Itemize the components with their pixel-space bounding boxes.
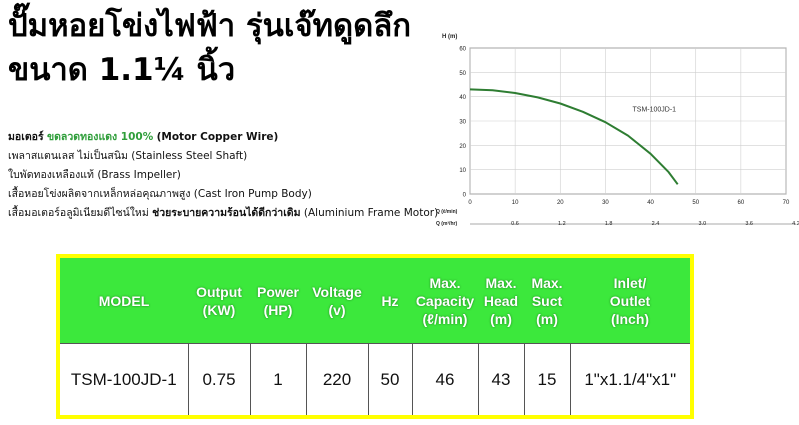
feature-item-impeller: ใบพัดทองเหลืองแท้ (Brass Impeller) [8, 166, 438, 185]
y-tick-label: 0 [463, 193, 467, 199]
feature-item-frame: เสื้อมอเตอร์อลูมิเนียมดีไซน์ใหม่ ช่วยระบ… [8, 204, 438, 223]
header-suction: Max. Suct (m) [524, 258, 570, 344]
product-title-line2: ขนาด 1.1¼ นิ้ว [8, 52, 236, 88]
y-tick-label: 20 [459, 144, 466, 150]
cell-output: 0.75 [187, 343, 250, 415]
feature-impeller-en: (Brass Impeller) [97, 169, 181, 181]
feature-motor-label: มอเตอร์ [8, 131, 44, 143]
spec-table-frame: MODEL Output (KW) Power (HP) Voltage (v) Hz… [56, 254, 694, 419]
cell-hz: 50 [367, 343, 412, 415]
feature-frame-bold: ช่วยระบายความร้อนได้ดีกว่าเดิม [152, 207, 301, 219]
feature-shaft-th: เพลาสแตนเลส ไม่เป็นสนิม [8, 150, 128, 162]
header-hz: Hz [368, 258, 412, 344]
feature-motor-highlight: ขดลวดทองแดง 100% [46, 131, 154, 143]
performance-chart: 0 10 20 30 40 50 60 0 10 20 30 40 50 60 70 0.6 1.2 1.8 2.4… [436, 34, 799, 227]
header-voltage: Voltage (v) [306, 258, 368, 344]
x-tick-label: 10 [512, 200, 519, 206]
y-tick-label: 10 [459, 168, 466, 174]
x-axis-title: Q (ℓ/min) [436, 209, 458, 215]
cell-suction: 15 [523, 343, 570, 415]
x-tick-label: 30 [602, 200, 609, 206]
header-power: Power (HP) [250, 258, 306, 344]
spec-table: MODEL Output (KW) Power (HP) Voltage (v) Hz… [60, 258, 690, 415]
series-label: TSM-100JD-1 [633, 106, 677, 113]
x2-tick-label: 3.0 [699, 221, 707, 227]
chart-labels: 0 10 20 30 40 50 60 0 10 20 30 40 50 60 70 0.6 1.2 1.8 2.4… [436, 34, 799, 227]
y-tick-label: 30 [459, 120, 466, 126]
x-tick-label: 20 [557, 200, 564, 206]
feature-list: มอเตอร์ ขดลวดทองแดง 100% (Motor Copper W… [8, 128, 438, 223]
feature-impeller-th: ใบพัดทองเหลืองแท้ [8, 169, 94, 181]
header-capacity: Max. Capacity (ℓ/min) [412, 258, 478, 344]
feature-body-en: (Cast Iron Pump Body) [193, 188, 312, 200]
chart-series [469, 88, 679, 185]
series-line-tsm-100jd-1 [469, 88, 679, 185]
x2-tick-label: 2.4 [652, 221, 660, 227]
header-inlet-outlet: Inlet/Outlet (Inch) [570, 258, 690, 344]
header-head: Max. Head (m) [478, 258, 524, 344]
feature-item-shaft: เพลาสแตนเลส ไม่เป็นสนิม (Stainless Steel… [8, 147, 438, 166]
x2-tick-label: 1.2 [558, 221, 566, 227]
x-tick-label: 40 [647, 200, 654, 206]
feature-motor-en: (Motor Copper Wire) [156, 131, 279, 143]
x-tick-label: 70 [783, 200, 790, 206]
y-tick-label: 40 [459, 95, 466, 101]
feature-body-th: เสื้อหอยโข่งผลิตจากเหล็กหล่อคุณภาพสูง [8, 188, 191, 200]
cell-model: TSM-100JD-1 [60, 343, 188, 415]
feature-shaft-en: (Stainless Steel Shaft) [131, 150, 248, 162]
x2-tick-label: 1.8 [605, 221, 613, 227]
product-title-line1: ปั๊มหอยโข่งไฟฟ้า รุ่นเจ๊ทดูดลึก [8, 8, 412, 44]
spec-data-row: TSM-100JD-1 0.75 1 220 50 46 43 15 1"x1.… [60, 343, 690, 415]
feature-item-body: เสื้อหอยโข่งผลิตจากเหล็กหล่อคุณภาพสูง (C… [8, 185, 438, 204]
cell-power: 1 [249, 343, 306, 415]
feature-item-motor: มอเตอร์ ขดลวดทองแดง 100% (Motor Copper W… [8, 128, 438, 147]
chart-grid [469, 47, 787, 195]
y-axis-title: H (m) [442, 34, 457, 40]
header-output: Output (KW) [188, 258, 250, 344]
cell-head: 43 [477, 343, 524, 415]
x2-tick-label: 3.6 [745, 221, 753, 227]
y-tick-label: 60 [459, 47, 466, 53]
x-tick-label: 50 [692, 200, 699, 206]
cell-inlet-outlet: 1"x1.1/4"x1" [569, 343, 690, 415]
header-model: MODEL [60, 258, 188, 344]
feature-frame-th: เสื้อมอเตอร์อลูมิเนียมดีไซน์ใหม่ [8, 207, 149, 219]
x-tick-label: 60 [738, 200, 745, 206]
x-tick-label: 0 [468, 200, 472, 206]
y-tick-label: 50 [459, 71, 466, 77]
x2-tick-label: 4.2 [792, 221, 799, 227]
x2-axis-title: Q (m³/hr) [436, 221, 457, 227]
x2-tick-label: 0.6 [511, 221, 519, 227]
cell-voltage: 220 [305, 343, 368, 415]
spec-header-row: MODEL Output (KW) Power (HP) Voltage (v) Hz… [60, 258, 690, 344]
cell-capacity: 46 [411, 343, 478, 415]
feature-frame-en: (Aluminium Frame Motor) [303, 207, 439, 219]
